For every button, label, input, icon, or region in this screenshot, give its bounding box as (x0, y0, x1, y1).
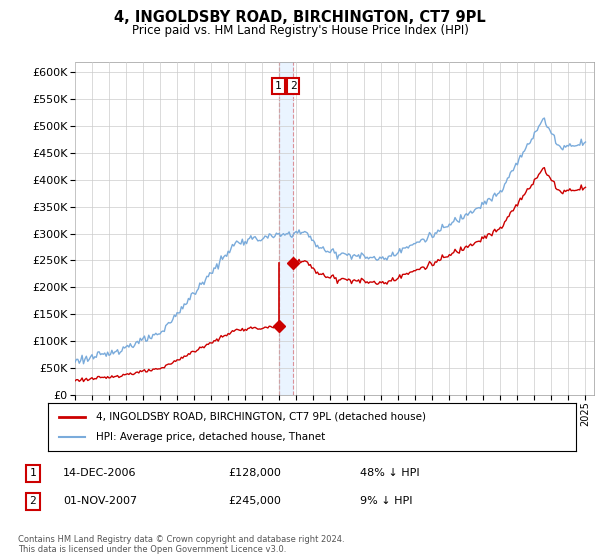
Text: 01-NOV-2007: 01-NOV-2007 (63, 496, 137, 506)
Bar (278, 62, 293, 395)
Text: 9% ↓ HPI: 9% ↓ HPI (360, 496, 413, 506)
Text: 4, INGOLDSBY ROAD, BIRCHINGTON, CT7 9PL (detached house): 4, INGOLDSBY ROAD, BIRCHINGTON, CT7 9PL … (95, 412, 425, 422)
Text: Contains HM Land Registry data © Crown copyright and database right 2024.
This d: Contains HM Land Registry data © Crown c… (18, 535, 344, 554)
Text: 14-DEC-2006: 14-DEC-2006 (63, 468, 137, 478)
Text: 2: 2 (29, 496, 37, 506)
Text: £245,000: £245,000 (228, 496, 281, 506)
Text: 1: 1 (29, 468, 37, 478)
Text: 1: 1 (275, 81, 282, 91)
Text: 2: 2 (290, 81, 296, 91)
Text: HPI: Average price, detached house, Thanet: HPI: Average price, detached house, Than… (95, 432, 325, 442)
Text: 4, INGOLDSBY ROAD, BIRCHINGTON, CT7 9PL: 4, INGOLDSBY ROAD, BIRCHINGTON, CT7 9PL (114, 10, 486, 25)
Text: 48% ↓ HPI: 48% ↓ HPI (360, 468, 419, 478)
Text: £128,000: £128,000 (228, 468, 281, 478)
Text: Price paid vs. HM Land Registry's House Price Index (HPI): Price paid vs. HM Land Registry's House … (131, 24, 469, 37)
